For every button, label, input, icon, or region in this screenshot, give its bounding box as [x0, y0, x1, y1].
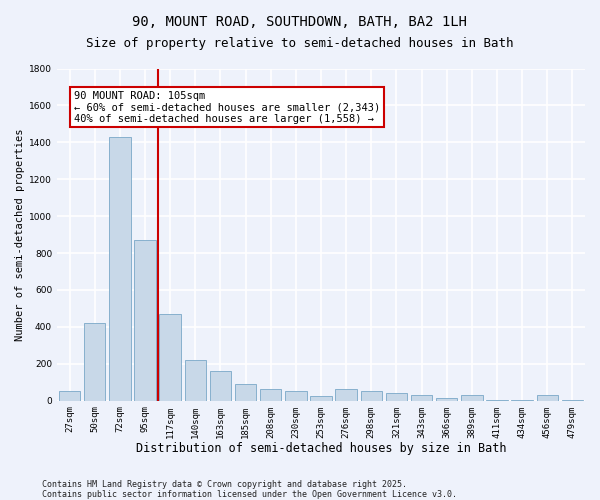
- Bar: [436, 398, 457, 400]
- Bar: [335, 388, 357, 400]
- Y-axis label: Number of semi-detached properties: Number of semi-detached properties: [15, 128, 25, 341]
- Bar: [109, 137, 131, 400]
- Bar: [134, 240, 156, 400]
- Bar: [235, 384, 256, 400]
- Bar: [260, 388, 281, 400]
- Bar: [411, 395, 432, 400]
- Bar: [361, 392, 382, 400]
- Bar: [160, 314, 181, 400]
- Text: Size of property relative to semi-detached houses in Bath: Size of property relative to semi-detach…: [86, 38, 514, 51]
- Bar: [536, 395, 558, 400]
- Bar: [285, 392, 307, 400]
- Text: 90 MOUNT ROAD: 105sqm
← 60% of semi-detached houses are smaller (2,343)
40% of s: 90 MOUNT ROAD: 105sqm ← 60% of semi-deta…: [74, 90, 380, 124]
- Bar: [59, 392, 80, 400]
- Bar: [386, 394, 407, 400]
- X-axis label: Distribution of semi-detached houses by size in Bath: Distribution of semi-detached houses by …: [136, 442, 506, 455]
- Bar: [310, 396, 332, 400]
- Bar: [461, 395, 482, 400]
- Text: 90, MOUNT ROAD, SOUTHDOWN, BATH, BA2 1LH: 90, MOUNT ROAD, SOUTHDOWN, BATH, BA2 1LH: [133, 15, 467, 29]
- Bar: [84, 323, 106, 400]
- Bar: [185, 360, 206, 401]
- Bar: [210, 371, 231, 400]
- Text: Contains HM Land Registry data © Crown copyright and database right 2025.
Contai: Contains HM Land Registry data © Crown c…: [42, 480, 457, 499]
